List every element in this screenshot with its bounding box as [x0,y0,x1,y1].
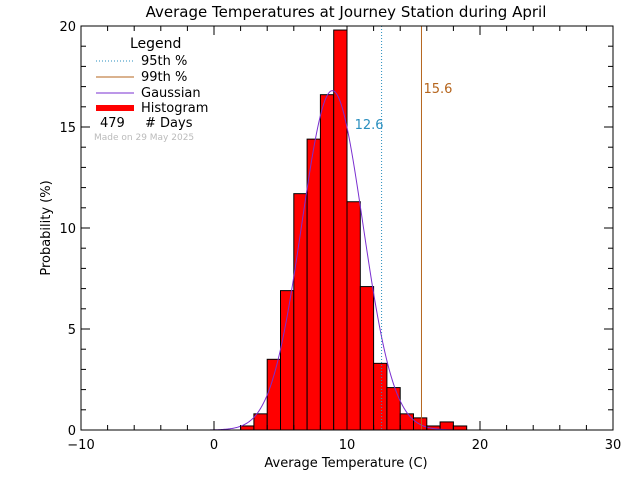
x-tick-label: −10 [67,438,94,453]
legend-days-label: # Days [145,116,193,131]
y-tick-label: 0 [68,424,76,439]
x-tick-label: 10 [339,438,356,453]
legend-label-histogram: Histogram [141,101,208,116]
histogram-bar-2 [266,358,282,431]
legend-days-count: 479 [100,116,125,131]
x-axis-label: Average Temperature (C) [264,456,427,471]
made-on-note: Made on 29 May 2025 [94,133,194,143]
histogram-bar-0 [240,425,255,431]
histogram-bar-12 [399,413,415,431]
histogram-bar-11 [386,387,401,431]
y-tick-label: 10 [59,222,76,237]
gaussian-layer [210,90,455,431]
percentile-label-95th: 12.6 [355,118,384,133]
y-tick-label: 15 [59,121,76,136]
percentile-layer: 12.6 15.6 [355,26,452,430]
legend-title: Legend [130,36,181,52]
y-tick-label: 20 [59,20,76,35]
y-axis-label: Probability (%) [39,180,54,275]
histogram-bar-16 [452,425,468,431]
histogram-bar-5 [306,138,321,431]
histogram-bar-1 [253,413,268,431]
y-tick-label: 5 [68,323,76,338]
histogram-bar-4 [293,193,308,431]
histogram-bar-7 [333,29,348,431]
percentile-label-99th: 15.6 [423,82,452,97]
x-tick-label: 20 [472,438,489,453]
x-tick-label: 0 [210,438,218,453]
legend-label-95th: 95th % [141,54,187,69]
histogram-bar-10 [373,362,388,431]
legend-label-99th: 99th % [141,70,187,85]
x-tick-label: 30 [605,438,622,453]
histogram-bar-15 [439,421,454,431]
gaussian-curve [210,90,455,431]
histogram-bar-6 [319,94,335,431]
legend: Legend 95th % 99th % Gaussian Histogram … [94,36,208,143]
chart-title: Average Temperatures at Journey Station … [146,3,547,21]
histogram-bar-8 [346,201,361,431]
legend-label-gaussian: Gaussian [141,86,201,101]
histogram-bar-3 [280,290,295,431]
histogram-bar-9 [359,286,375,431]
